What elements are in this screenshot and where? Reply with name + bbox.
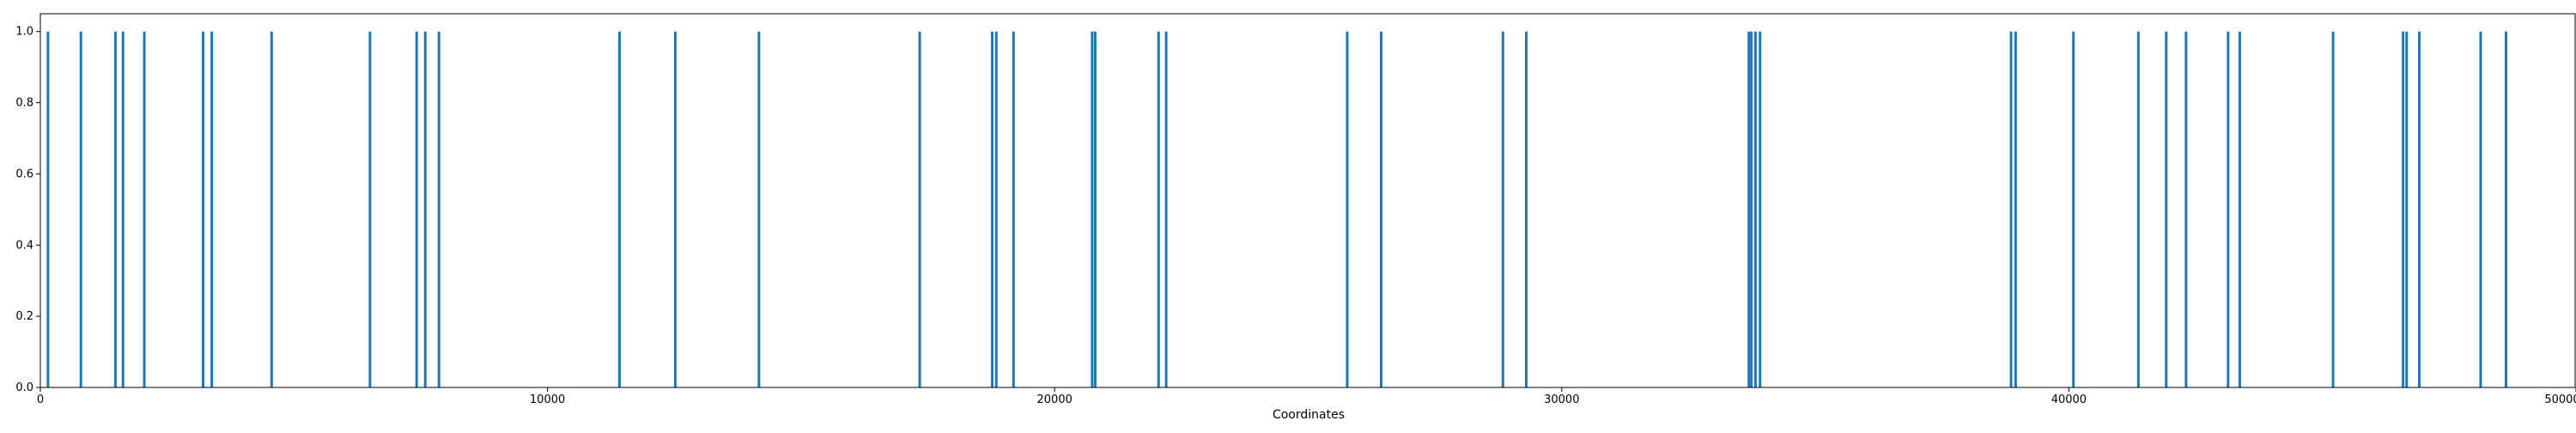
y-tick-label: 0.6 <box>15 168 33 180</box>
y-tick-label: 0.0 <box>15 381 33 394</box>
x-tick-label: 0 <box>37 393 44 406</box>
plot-frame <box>39 13 2576 388</box>
x-tick-label: 10000 <box>530 393 565 406</box>
y-tick-label: 0.2 <box>15 310 33 323</box>
x-tick-label: 30000 <box>1544 393 1579 406</box>
x-tick-label: 40000 <box>2051 393 2087 406</box>
x-axis-label: Coordinates <box>1273 408 1345 422</box>
bars-layer <box>46 31 2507 387</box>
x-tick-label: 20000 <box>1037 393 1072 406</box>
y-tick-label: 0.4 <box>15 239 33 252</box>
y-tick-label: 0.8 <box>15 97 33 110</box>
y-tick-label: 1.0 <box>15 26 33 39</box>
